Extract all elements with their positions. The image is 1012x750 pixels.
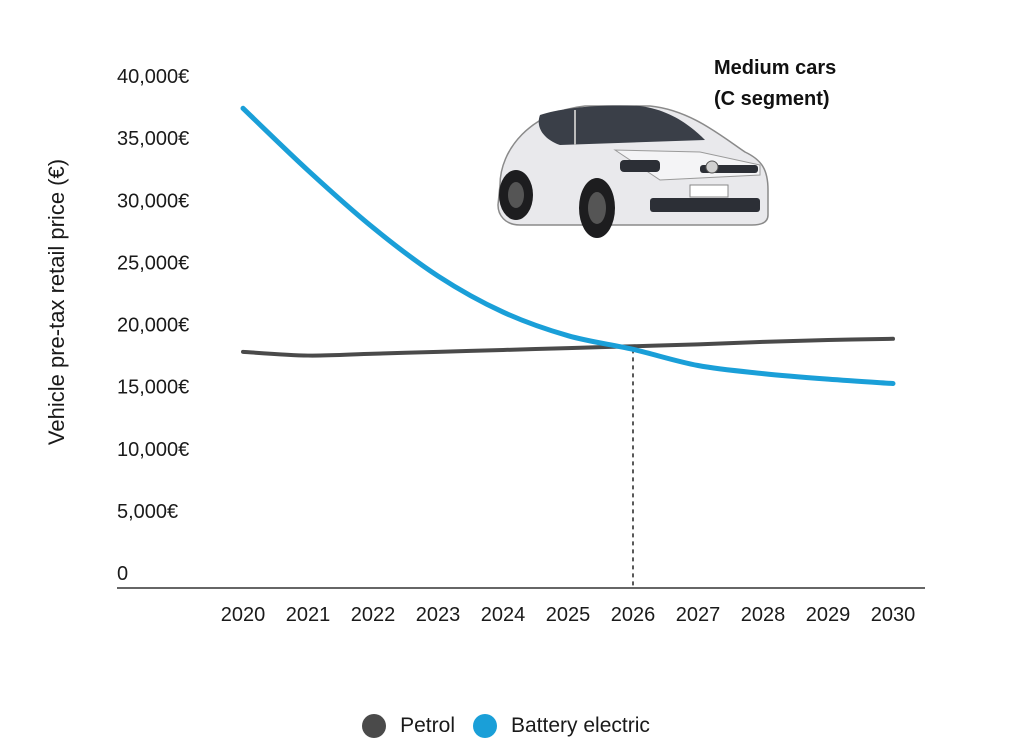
x-tick-label: 2025 — [546, 604, 591, 626]
legend-item-battery-electric: Battery electric — [472, 714, 650, 738]
x-tick-label: 2021 — [286, 604, 331, 626]
y-axis-label: Vehicle pre-tax retail price (€) — [44, 159, 69, 445]
x-tick-label: 2024 — [481, 604, 526, 626]
legend-marker-battery-electric — [472, 714, 497, 738]
legend-marker-petrol — [362, 714, 387, 738]
x-tick-label: 2022 — [351, 604, 396, 626]
series-lines — [240, 105, 896, 588]
y-tick-label: 40,000€ — [117, 66, 189, 88]
legend-label-petrol: Petrol — [400, 714, 455, 737]
y-tick-labels: 0 5,000€ 10,000€ 15,000€ 20,000€ 25,000€ 30,00… — [117, 66, 189, 585]
legend-item-petrol: Petrol — [362, 714, 455, 738]
annotation-line-1: Medium cars — [714, 57, 836, 79]
y-tick-label: 20,000€ — [117, 315, 189, 337]
legend-label-battery-electric: Battery electric — [510, 714, 650, 737]
x-tick-label: 2029 — [806, 604, 851, 626]
legend: Petrol Battery electric — [0, 708, 1012, 744]
x-tick-label: 2028 — [741, 604, 786, 626]
y-tick-label: 15,000€ — [117, 377, 189, 399]
x-tick-label: 2030 — [871, 604, 916, 626]
x-tick-label: 2027 — [676, 604, 721, 626]
car-photo-icon — [497, 105, 769, 238]
y-tick-label: 0 — [117, 563, 128, 585]
x-tick-label: 2026 — [611, 604, 656, 626]
annotation-line-2: (C segment) — [714, 88, 830, 110]
series-line-petrol — [241, 336, 895, 358]
x-tick-labels: 2020 2021 2022 2023 2024 2025 2026 2027 2028 2029… — [221, 604, 916, 626]
y-tick-label: 35,000€ — [117, 128, 189, 150]
x-tick-label: 2023 — [416, 604, 461, 626]
series-line-battery-electric — [240, 105, 896, 387]
y-tick-label: 25,000€ — [117, 252, 189, 274]
y-tick-label: 5,000€ — [117, 501, 178, 523]
y-tick-label: 30,000€ — [117, 190, 189, 212]
y-tick-label: 10,000€ — [117, 439, 189, 461]
x-tick-label: 2020 — [221, 604, 266, 626]
